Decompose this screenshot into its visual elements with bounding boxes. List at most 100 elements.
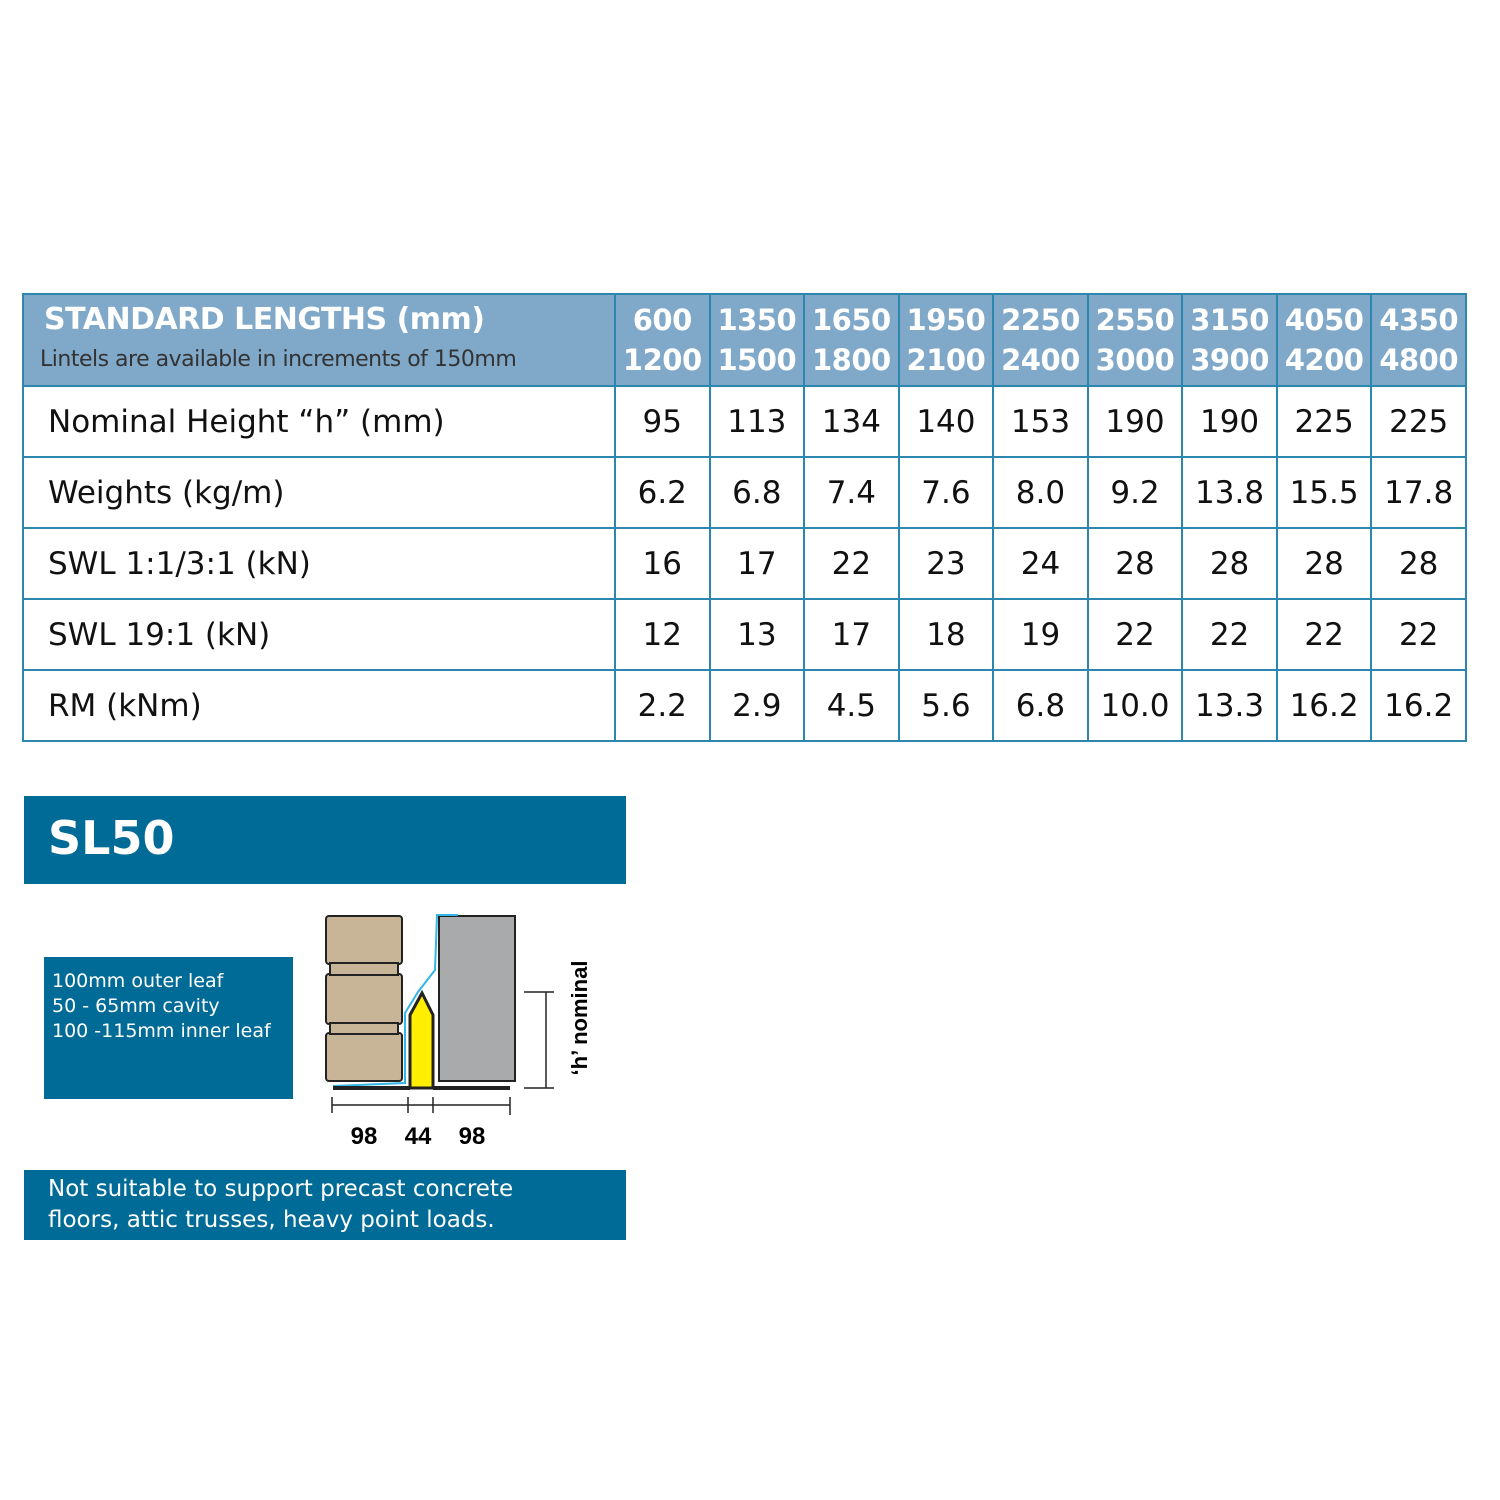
table-cell: 2.9	[708, 669, 806, 742]
table-cell: 17	[803, 598, 900, 671]
table-cell: 13.3	[1181, 669, 1278, 742]
length-header-cell: 1650 1800	[803, 293, 900, 387]
length-header-cell: 600 1200	[614, 293, 711, 387]
table-cell: 22	[1275, 598, 1373, 671]
length-value: 2100	[906, 343, 986, 377]
length-value: 1200	[622, 343, 702, 377]
table-cell: 28	[1086, 527, 1184, 600]
table-cell: 225	[1275, 385, 1373, 458]
header-row: STANDARD LENGTHS (mm) Lintels are availa…	[22, 293, 1467, 387]
length-value: 3000	[1095, 343, 1175, 377]
table-cell: 7.4	[803, 456, 900, 529]
table-cell: 6.8	[708, 456, 806, 529]
length-header-cell: 1350 1500	[708, 293, 806, 387]
table-cell: 9.2	[1086, 456, 1184, 529]
length-value: 600	[632, 303, 693, 337]
inner-leaf-block	[438, 915, 516, 1082]
table-cell: 17.8	[1370, 456, 1467, 529]
table-cell: 19	[992, 598, 1089, 671]
dimension-lines	[331, 991, 554, 1115]
table-cell: 23	[897, 527, 995, 600]
dim-mid-label: 44	[405, 1123, 432, 1150]
table-row: SWL 19:1 (kN) 12 13 17 18 19 22 22 22 22	[22, 598, 1467, 671]
table-cell: 18	[897, 598, 995, 671]
table-cell: 16.2	[1275, 669, 1373, 742]
length-value: 4800	[1379, 343, 1459, 377]
header-title-cell: STANDARD LENGTHS (mm) Lintels are availa…	[22, 293, 616, 387]
table-cell: 95	[614, 385, 711, 458]
table-cell: 17	[708, 527, 806, 600]
length-value: 2550	[1095, 303, 1175, 337]
table-cell: 153	[992, 385, 1089, 458]
table-cell: 134	[803, 385, 900, 458]
length-value: 1950	[906, 303, 986, 337]
table-cell: 22	[1370, 598, 1467, 671]
table-cell: 10.0	[1086, 669, 1184, 742]
table-cell: 16	[614, 527, 711, 600]
lintel-cross-section-diagram: 98 44 98 ‘h’ nominal	[325, 914, 592, 1150]
table-cell: 2.2	[614, 669, 711, 742]
table-cell: 13.8	[1181, 456, 1278, 529]
length-value: 2250	[1001, 303, 1080, 337]
table-cell: 113	[708, 385, 806, 458]
length-header-cell: 4350 4800	[1370, 293, 1467, 387]
length-value: 1350	[717, 303, 797, 337]
table-row: SWL 1:1/3:1 (kN) 16 17 22 23 24 28 28 28 28	[22, 527, 1467, 600]
length-value: 2400	[1001, 343, 1080, 377]
table-row: Nominal Height “h” (mm) 95 113 134 140 153 190…	[22, 385, 1467, 458]
table-cell: 6.8	[992, 669, 1089, 742]
length-header-cell: 1950 2100	[897, 293, 995, 387]
length-header-cell: 3150 3900	[1181, 293, 1278, 387]
table-cell: 190	[1181, 385, 1278, 458]
spec-cavity: 50 - 65mm cavity	[52, 995, 220, 1017]
spec-outer-leaf: 100mm outer leaf	[52, 970, 224, 992]
note-line-1: Not suitable to support precast concrete	[48, 1176, 514, 1202]
table-cell: 13	[708, 598, 806, 671]
spec-inner-leaf: 100 -115mm inner leaf	[52, 1020, 271, 1042]
table-row: RM (kNm) 2.2 2.9 4.5 5.6 6.8 10.0 13.3 16.2 16.2	[22, 669, 1467, 742]
length-header-cell: 2550 3000	[1086, 293, 1184, 387]
row-label: Weights (kg/m)	[22, 456, 616, 529]
table-cell: 6.2	[614, 456, 711, 529]
table-cell: 8.0	[992, 456, 1089, 529]
table-cell: 5.6	[897, 669, 995, 742]
length-value: 1800	[812, 343, 891, 377]
outer-leaf-bricks	[325, 915, 403, 1082]
row-label: RM (kNm)	[22, 669, 616, 742]
table-cell: 140	[897, 385, 995, 458]
table-cell: 16.2	[1370, 669, 1467, 742]
table-cell: 22	[803, 527, 900, 600]
product-banner: SL50	[24, 796, 626, 884]
table-cell: 15.5	[1275, 456, 1373, 529]
length-value: 3900	[1190, 343, 1269, 377]
table-cell: 28	[1181, 527, 1278, 600]
length-value: 1500	[717, 343, 797, 377]
table-cell: 22	[1181, 598, 1278, 671]
suitability-note: Not suitable to support precast concrete…	[24, 1170, 626, 1240]
table-cell: 190	[1086, 385, 1184, 458]
note-line-2: floors, attic trusses, heavy point loads…	[48, 1207, 495, 1233]
table-cell: 28	[1275, 527, 1373, 600]
table-subtitle: Lintels are available in increments of 1…	[40, 347, 517, 372]
table-cell: 12	[614, 598, 711, 671]
table-cell: 225	[1370, 385, 1467, 458]
table-title: STANDARD LENGTHS (mm)	[44, 302, 485, 337]
length-value: 4200	[1284, 343, 1364, 377]
dim-right-label: 98	[459, 1123, 486, 1150]
row-label: Nominal Height “h” (mm)	[22, 385, 616, 458]
row-label: SWL 19:1 (kN)	[22, 598, 616, 671]
dim-left-label: 98	[351, 1123, 378, 1150]
length-value: 4050	[1284, 303, 1364, 337]
row-label: SWL 1:1/3:1 (kN)	[22, 527, 616, 600]
table-cell: 28	[1370, 527, 1467, 600]
lintel-spec-table: STANDARD LENGTHS (mm) Lintels are availa…	[22, 293, 1467, 742]
lintel-profile	[408, 989, 435, 1090]
length-header-cell: 4050 4200	[1275, 293, 1373, 387]
dpc-tray	[332, 914, 458, 1087]
length-value: 3150	[1190, 303, 1269, 337]
specs-box: 100mm outer leaf 50 - 65mm cavity 100 -1…	[44, 957, 293, 1099]
table-row: Weights (kg/m) 6.2 6.8 7.4 7.6 8.0 9.2 13.8 15.5…	[22, 456, 1467, 529]
table-cell: 22	[1086, 598, 1184, 671]
height-label: ‘h’ nominal	[567, 961, 592, 1076]
length-value: 4350	[1379, 303, 1459, 337]
